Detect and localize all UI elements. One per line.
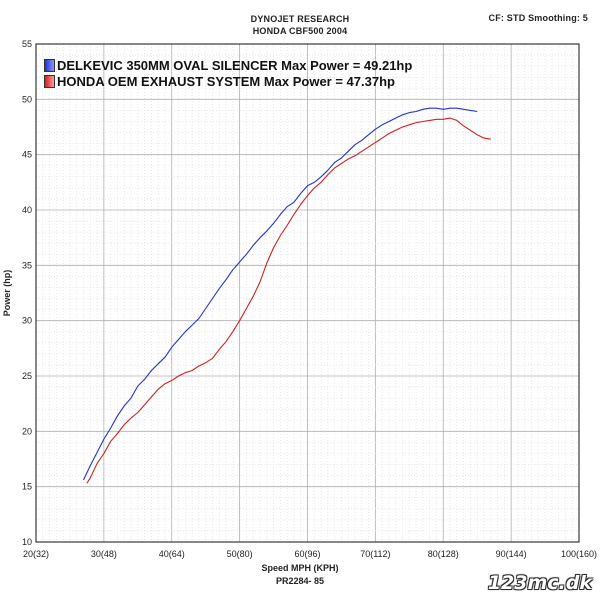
- y-tick-label: 20: [22, 426, 32, 436]
- watermark-logo: 123mc.dk: [487, 572, 592, 594]
- y-axis-label: Power (hp): [2, 269, 12, 317]
- y-tick-label: 55: [22, 39, 32, 49]
- legend-item-honda-oem: HONDA OEM EXHAUST SYSTEM Max Power = 47.…: [44, 74, 395, 89]
- legend-item-delkevic: DELKEVIC 350MM OVAL SILENCER Max Power =…: [44, 58, 412, 73]
- plot-frame: [35, 43, 580, 543]
- x-tick-label: 50(80): [227, 549, 253, 559]
- legend-label-delkevic: DELKEVIC 350MM OVAL SILENCER Max Power =…: [57, 58, 413, 73]
- x-tick-label: 80(128): [428, 549, 459, 559]
- chart-subtitle: HONDA CBF500 2004: [252, 26, 348, 36]
- legend-swatch-blue: [44, 59, 55, 72]
- x-tick-label: 40(64): [159, 549, 185, 559]
- x-tick-label: 100(160): [561, 549, 597, 559]
- series-line-delkevic: [83, 107, 478, 481]
- y-tick-label: 15: [22, 482, 32, 492]
- legend-swatch-red: [44, 75, 55, 88]
- y-tick-label: 35: [22, 260, 32, 270]
- y-tick-label: 45: [22, 150, 32, 160]
- series-line-honda-oem: [86, 117, 491, 484]
- grid-lines: [35, 43, 580, 543]
- series-lines: [83, 107, 491, 484]
- legend-label-honda-oem: HONDA OEM EXHAUST SYSTEM Max Power = 47.…: [57, 74, 395, 89]
- x-axis-label: Speed MPH (KPH): [261, 563, 339, 573]
- correction-settings: CF: STD Smoothing: 5: [488, 13, 588, 23]
- y-tick-label: 50: [22, 94, 32, 104]
- chart-title: DYNOJET RESEARCH: [250, 14, 350, 24]
- x-tick-label: 70(112): [360, 549, 390, 559]
- y-tick-label: 25: [22, 371, 32, 381]
- y-tick-label: 30: [22, 316, 32, 326]
- x-tick-label: 20(32): [23, 549, 49, 559]
- y-tick-label: 10: [22, 537, 32, 547]
- y-tick-label: 40: [22, 205, 32, 215]
- x-tick-label: 30(48): [91, 549, 117, 559]
- x-tick-label: 60(96): [294, 549, 320, 559]
- x-tick-label: 90(144): [496, 549, 527, 559]
- run-id: PR2284- 85: [275, 576, 325, 586]
- tick-labels: 20(32) 30(48) 40(64) 50(80) 60(96) 70(112) 80(…: [22, 39, 597, 559]
